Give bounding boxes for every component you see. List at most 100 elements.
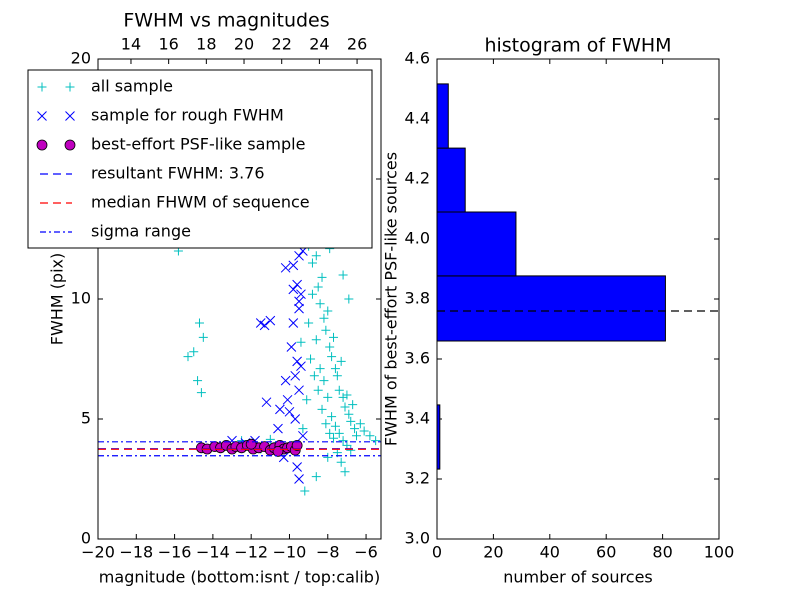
y-tick-label: 4.4: [405, 109, 430, 128]
data-point: [288, 260, 299, 271]
legend-marker: [64, 139, 76, 151]
y-tick-label: 3.0: [405, 529, 430, 548]
data-point: [327, 412, 337, 422]
data-point: [294, 303, 304, 314]
data-point: [346, 416, 356, 426]
x-tick-label: 100: [704, 543, 735, 562]
data-point: [309, 371, 319, 381]
data-point: [334, 428, 344, 438]
data-point: [325, 428, 335, 438]
data-point: [294, 385, 304, 396]
chart-title: FWHM vs magnitudes: [123, 10, 329, 32]
data-point: [298, 430, 308, 441]
data-point: [261, 397, 272, 408]
data-point: [313, 385, 323, 395]
data-point: [307, 289, 317, 299]
x-tick-label: 20: [483, 543, 503, 562]
data-point: [307, 258, 317, 268]
data-point: [344, 409, 354, 419]
x2-tick-label: 26: [347, 35, 367, 54]
data-point: [183, 352, 193, 362]
x2-tick-label: 18: [196, 35, 216, 54]
data-point: [332, 371, 342, 381]
data-point: [348, 400, 358, 410]
data-point: [315, 299, 325, 309]
data-point: [317, 404, 327, 414]
legend: all sample sample for rough FWHM best-effo…: [27, 69, 373, 249]
data-point: [330, 364, 340, 374]
data-point: [273, 423, 283, 434]
legend-marker: [37, 82, 47, 92]
y-tick-label: 3.6: [405, 349, 430, 368]
y-tick-label: 0: [81, 529, 91, 548]
histogram-bar: [436, 83, 449, 149]
x2-tick-label: 20: [234, 35, 254, 54]
data-point: [196, 388, 206, 398]
data-point: [286, 342, 297, 352]
x-tick-label: 60: [596, 543, 616, 562]
data-point: [336, 356, 346, 366]
histogram-bar: [436, 275, 666, 342]
data-point: [311, 335, 321, 345]
chart-title: histogram of FWHM: [484, 35, 671, 57]
x-tick-label: −18: [119, 543, 153, 562]
data-point: [198, 332, 208, 342]
data-point: [371, 436, 381, 446]
data-point: [302, 395, 312, 405]
data-point: [280, 262, 291, 273]
data-point: [323, 392, 333, 402]
legend-label: sample for rough FWHM: [91, 106, 284, 125]
data-point: [296, 289, 306, 300]
x-axis-label: number of sources: [503, 568, 653, 587]
data-point: [329, 433, 339, 443]
legend-label: resultant FWHM: 3.76: [91, 164, 265, 183]
x-tick-label: −16: [158, 543, 192, 562]
data-point: [284, 406, 295, 417]
data-point: [189, 347, 199, 357]
legend-label: sigma range: [91, 222, 191, 241]
x2-tick-label: 16: [158, 35, 178, 54]
x2-tick-label: 14: [121, 35, 141, 54]
legend-marker: [65, 82, 75, 92]
x-tick-label: −20: [81, 543, 115, 562]
data-point: [292, 279, 302, 290]
data-point: [329, 332, 339, 342]
data-point: [288, 318, 299, 328]
y-tick-label: 5: [81, 409, 91, 428]
data-point: [296, 361, 306, 372]
data-point: [338, 270, 348, 280]
data-point: [298, 424, 308, 434]
data-point: [327, 352, 337, 362]
data-point: [294, 250, 304, 261]
data-point: [296, 337, 306, 347]
y-tick-label: 10: [71, 289, 91, 308]
data-point: [294, 296, 304, 307]
data-point: [306, 354, 316, 364]
data-point: [336, 457, 346, 467]
legend-marker: [65, 111, 75, 121]
x-tick-label: −12: [234, 543, 268, 562]
y-axis-label: FWHM (pix): [48, 253, 67, 346]
y-tick-label: 3.8: [405, 289, 430, 308]
data-point: [272, 445, 284, 457]
data-point: [275, 404, 285, 415]
data-point: [311, 251, 321, 261]
data-point: [359, 426, 369, 436]
x-axis-label: magnitude (bottom:isnt / top:calib): [99, 568, 380, 587]
data-point: [330, 421, 340, 431]
data-point: [294, 474, 304, 484]
data-point: [340, 402, 350, 412]
data-point: [346, 445, 356, 455]
data-point: [292, 356, 302, 367]
data-point: [321, 325, 331, 335]
histogram-bar: [436, 211, 517, 277]
plot-area: [98, 208, 381, 496]
legend-frame: [27, 69, 373, 249]
legend-label: all sample: [91, 77, 173, 96]
axes-frame: [436, 58, 720, 540]
data-point: [323, 452, 333, 462]
x2-tick-label: 22: [272, 35, 292, 54]
data-point: [292, 462, 302, 472]
x-tick-label: −8: [316, 543, 340, 562]
